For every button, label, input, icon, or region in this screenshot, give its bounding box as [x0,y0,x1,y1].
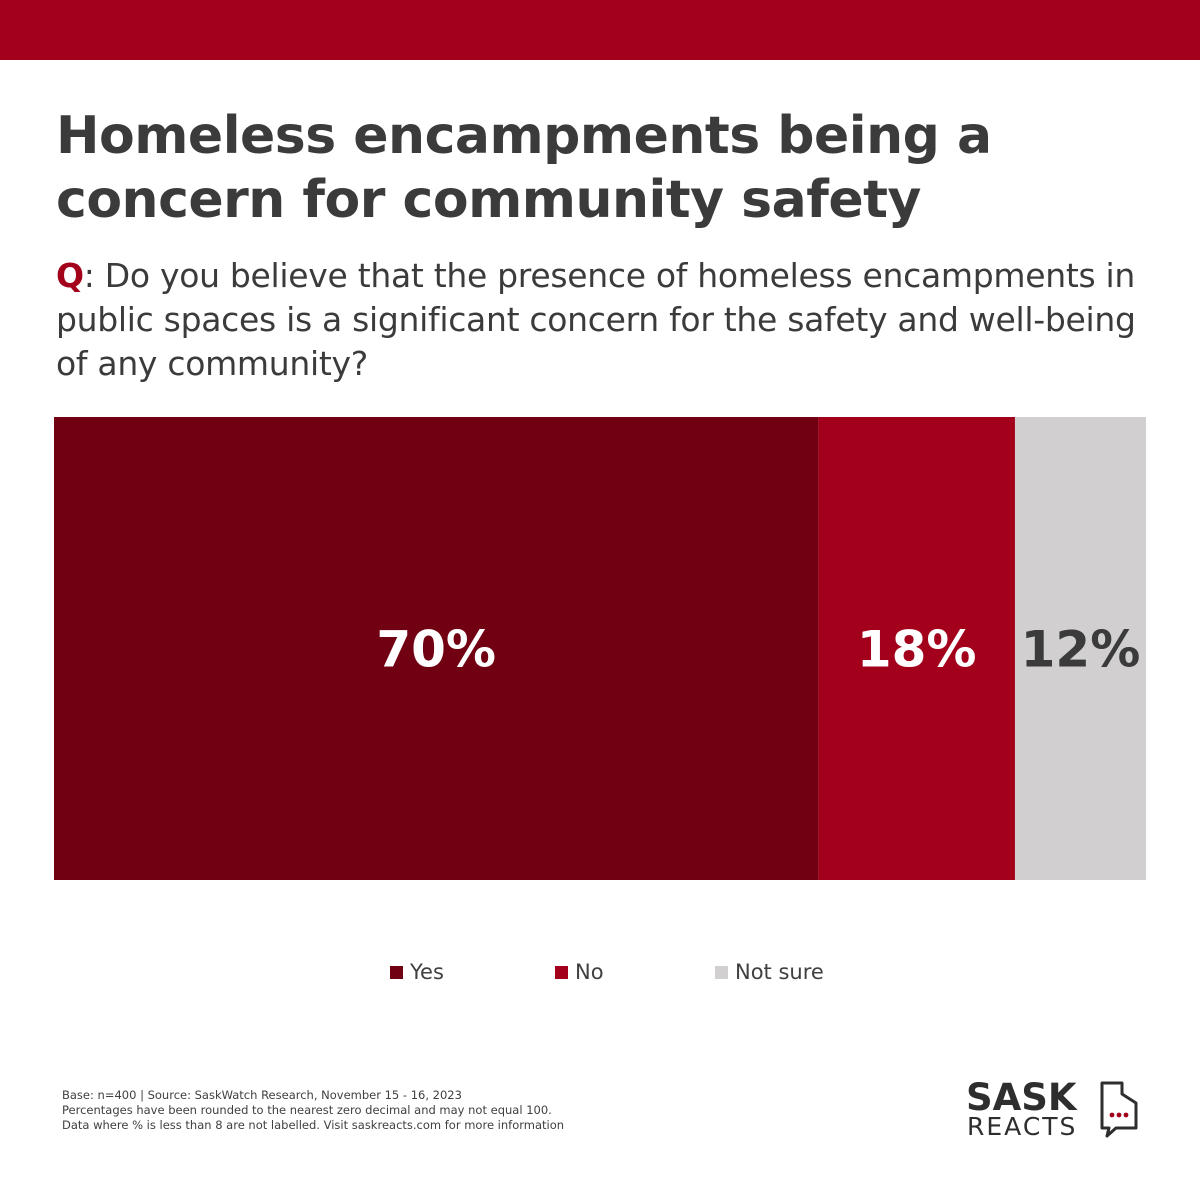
header-band [0,0,1200,60]
chart-title: Homeless encampments being a concern for… [56,106,992,230]
data-label-not-sure: 12% [1021,621,1141,679]
bar-segment-yes [54,417,819,880]
chart-legend: Yes No Not sure [0,960,1200,990]
legend-item-not-sure: Not sure [715,960,824,984]
bar-segment-not-sure [1014,417,1146,880]
legend-swatch-not-sure [715,965,728,979]
bar-segment-no [818,417,1015,880]
data-label-yes: 70% [376,621,496,679]
logo-word-sask: SASK [966,1076,1077,1119]
legend-label-no: No [575,960,604,984]
data-label-no: 18% [857,621,977,679]
legend-swatch-yes [390,965,403,979]
legend-item-no: No [555,960,604,984]
legend-label-yes: Yes [410,960,444,984]
legend-swatch-no [555,965,568,979]
footnote: Base: n=400 | Source: SaskWatch Research… [62,1088,862,1133]
legend-label-not-sure: Not sure [735,960,824,984]
footnote-line-1: Base: n=400 | Source: SaskWatch Research… [62,1088,462,1102]
question-body: : Do you believe that the presence of ho… [56,256,1136,383]
logo-word-reacts: REACTS [967,1112,1078,1141]
footnote-line-2: Percentages have been rounded to the nea… [62,1103,552,1117]
question-prefix: Q [56,256,84,295]
legend-item-yes: Yes [390,960,444,984]
sask-reacts-logo: SASK REACTS [962,1078,1142,1142]
speech-bubble-icon [1100,1081,1138,1138]
footnote-line-3: Data where % is less than 8 are not labe… [62,1118,565,1132]
question-text: Q: Do you believe that the presence of h… [56,254,1156,386]
